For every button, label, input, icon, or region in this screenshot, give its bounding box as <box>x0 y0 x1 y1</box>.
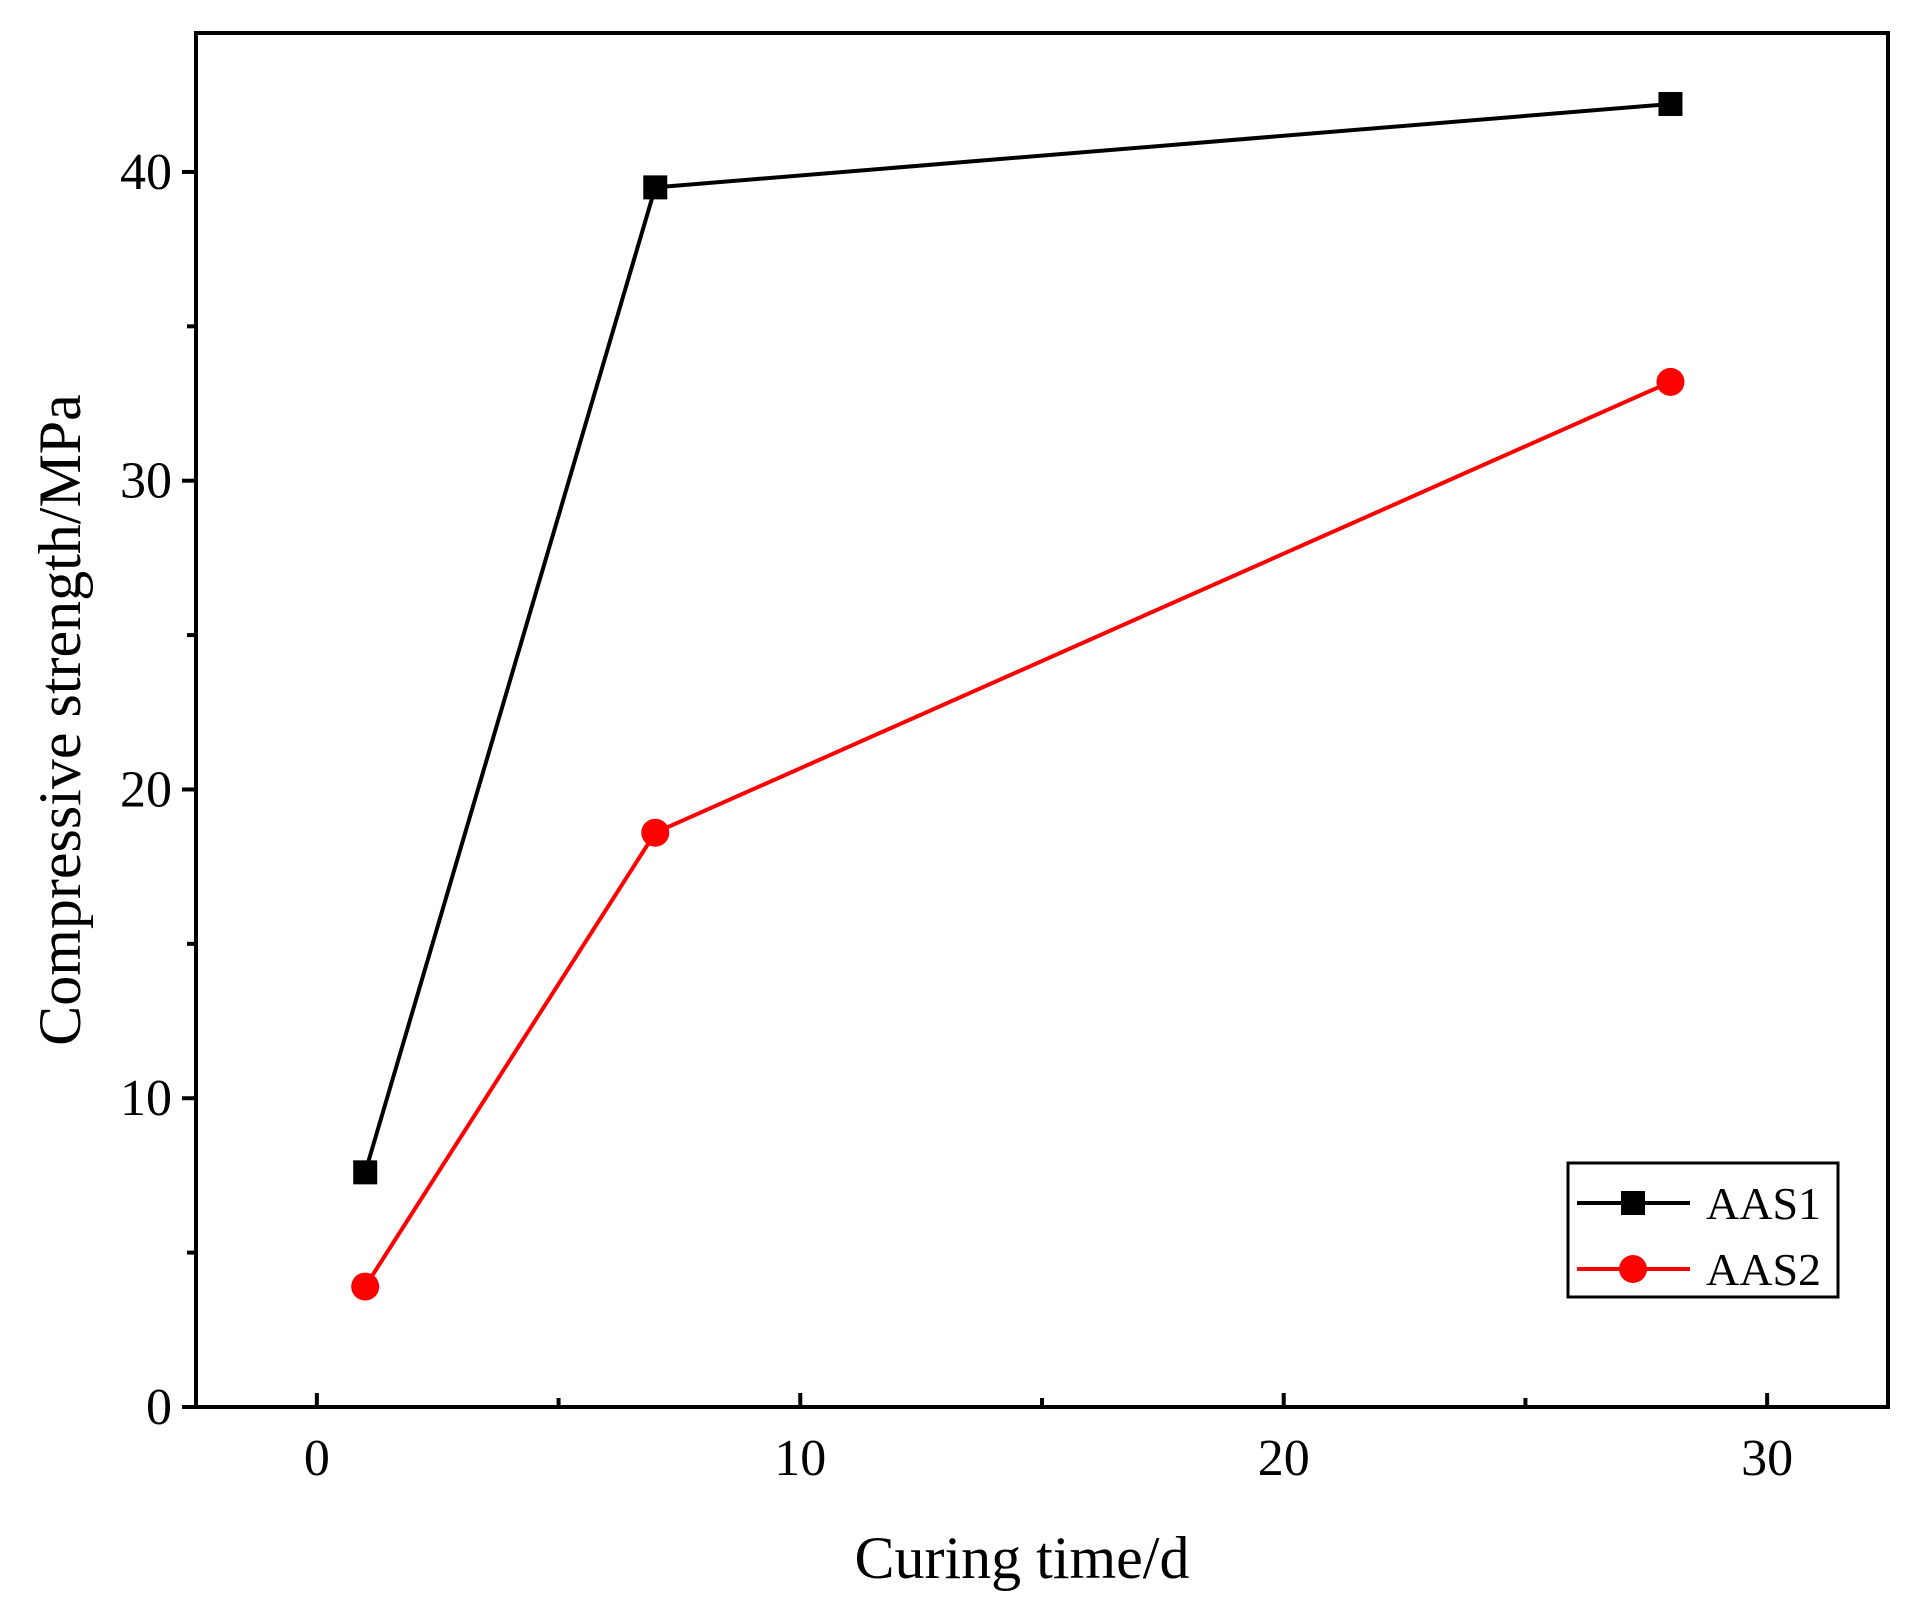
data-point-aas1 <box>353 1160 378 1185</box>
series-line-aas2 <box>363 380 1672 1288</box>
data-point-aas1 <box>643 175 668 200</box>
data-point-aas1 <box>1658 92 1683 117</box>
legend-label-aas1: AAS1 <box>1706 1178 1821 1229</box>
x-tick-label: 30 <box>1741 1430 1793 1487</box>
legend-marker-aas2 <box>1619 1255 1647 1283</box>
y-axis: 0 10 20 30 40 <box>120 144 196 1436</box>
x-tick-label: 0 <box>304 1430 330 1487</box>
y-tick-label: 10 <box>120 1070 172 1127</box>
plot-series <box>351 92 1685 1301</box>
legend: AAS1 AAS2 <box>1566 1161 1840 1299</box>
y-tick-label: 20 <box>120 761 172 818</box>
x-tick-label: 10 <box>774 1430 826 1487</box>
y-tick-label: 30 <box>120 453 172 510</box>
legend-box <box>1566 1161 1840 1299</box>
y-tick-label: 0 <box>146 1379 172 1436</box>
series-line-aas1 <box>363 102 1671 1173</box>
y-axis-title: Compressive strength/MPa <box>27 394 93 1046</box>
data-point-aas2 <box>641 818 670 847</box>
y-tick-label: 40 <box>120 144 172 201</box>
legend-label-aas2: AAS2 <box>1706 1244 1821 1295</box>
data-point-aas2 <box>1656 367 1685 396</box>
legend-marker-aas1 <box>1621 1191 1645 1215</box>
data-point-aas2 <box>351 1272 380 1301</box>
x-axis-title: Curing time/d <box>855 1525 1190 1591</box>
x-tick-label: 20 <box>1258 1430 1310 1487</box>
x-axis: 0 10 20 30 <box>304 1393 1793 1487</box>
